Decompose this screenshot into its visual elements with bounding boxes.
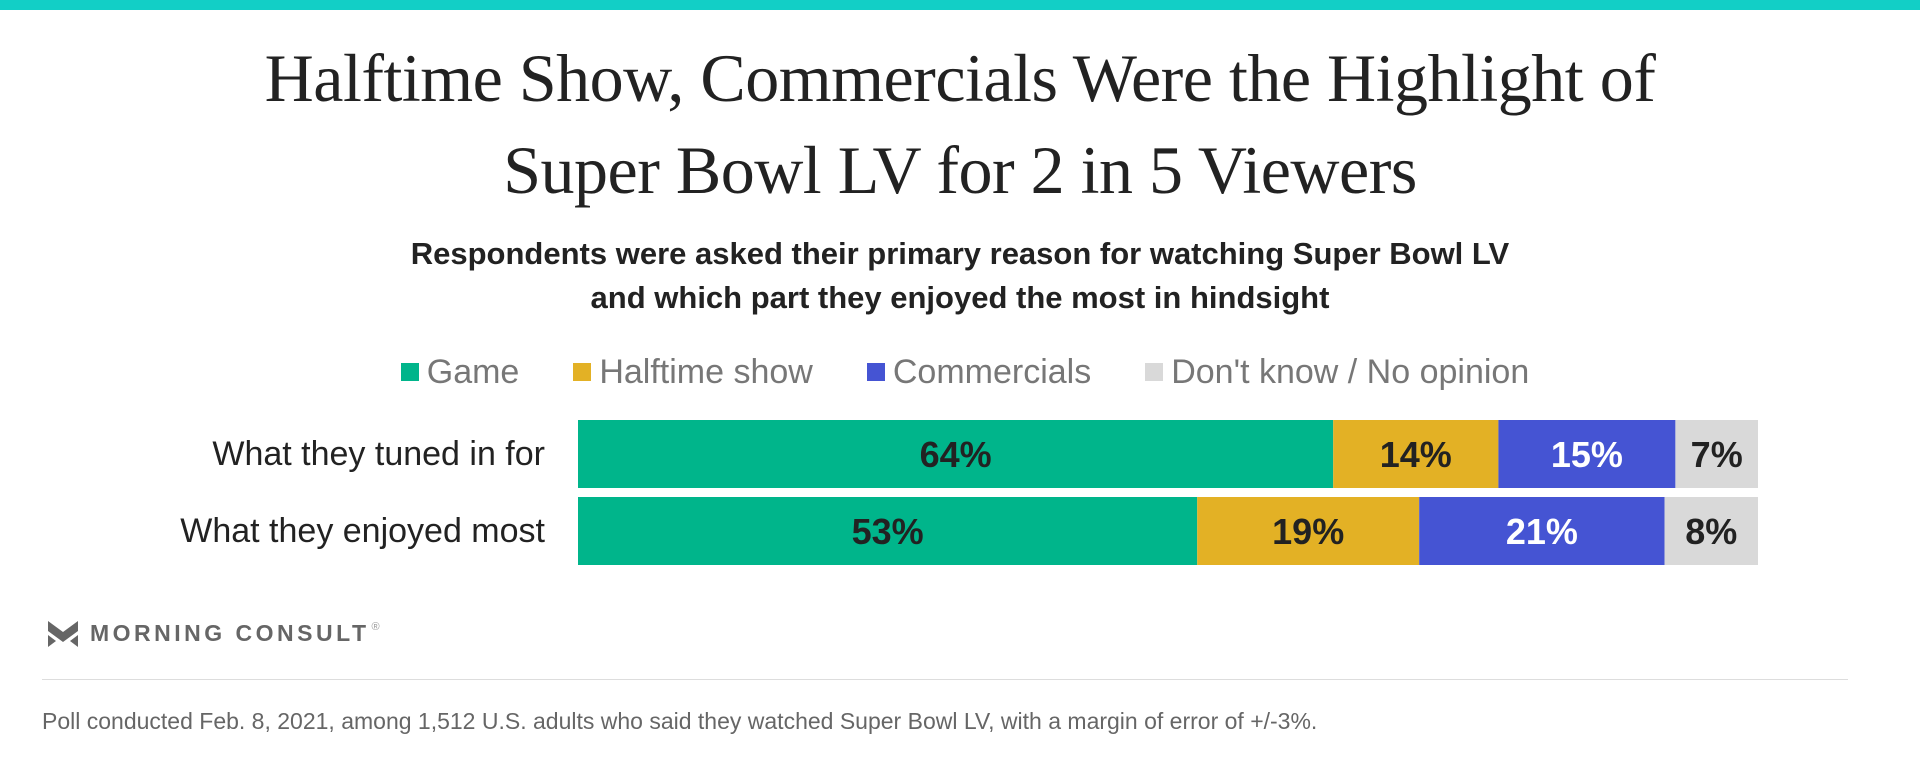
bar-enjoyed-dont-know [1664, 497, 1758, 565]
top-accent-bar [0, 0, 1920, 10]
subtitle-line-2: and which part they enjoyed the most in … [590, 280, 1330, 315]
bar-label-enjoyed-game: 53% [852, 511, 924, 552]
bar-label-enjoyed-dont-know: 8% [1685, 511, 1737, 552]
logo-text: MORNING CONSULT [90, 620, 370, 646]
bar-label-tuned-in-dont-know: 7% [1691, 434, 1743, 475]
legend-swatch-game [400, 363, 419, 381]
bar-enjoyed-commercials [1419, 497, 1665, 565]
legend-label-dont-know: Don't know / No opinion [1171, 352, 1530, 391]
bar-tuned-in-halftime [1333, 420, 1499, 488]
legend-swatch-commercials [866, 363, 885, 381]
bar-label-tuned-in-game: 64% [920, 434, 992, 475]
bar-tuned-in-game [578, 420, 1334, 488]
legend-item-dont-know: Don't know / No opinion [1145, 353, 1529, 392]
morning-consult-logo-icon [48, 620, 78, 647]
bar-label-enjoyed-commercials: 21% [1506, 511, 1578, 552]
legend-label-game: Game [426, 352, 520, 391]
legend-item-commercials: Commercials [866, 352, 1092, 392]
footer-divider [42, 679, 1848, 680]
legend-swatch-dont-know [1145, 363, 1164, 381]
title-line-2: Super Bowl LV for 2 in 5 Viewers [503, 132, 1417, 208]
bar-label-tuned-in-halftime: 14% [1380, 434, 1452, 475]
legend-label-halftime: Halftime show [599, 352, 813, 391]
morning-consult-logo: MORNING CONSULT ® [48, 620, 380, 647]
bar-tuned-in-dont-know [1675, 420, 1758, 488]
chart-title: Halftime Show, Commercials Were the High… [0, 32, 1920, 216]
category-label-enjoyed: What they enjoyed most [180, 512, 545, 550]
category-label-tuned-in: What they tuned in for [212, 435, 545, 473]
legend-swatch-halftime [573, 363, 592, 381]
bar-label-tuned-in-commercials: 15% [1551, 434, 1623, 475]
title-line-1: Halftime Show, Commercials Were the High… [264, 40, 1656, 116]
subtitle-line-1: Respondents were asked their primary rea… [410, 236, 1510, 271]
legend: Game Halftime show Commercials Don't kno… [0, 350, 1920, 394]
chart-subtitle: Respondents were asked their primary rea… [0, 232, 1920, 320]
legend-label-commercials: Commercials [892, 352, 1092, 391]
bar-enjoyed-game [578, 497, 1198, 565]
footnote: Poll conducted Feb. 8, 2021, among 1,512… [42, 708, 1318, 734]
logo-registered-mark: ® [371, 620, 380, 633]
legend-item-game: Game [400, 352, 520, 392]
bar-label-enjoyed-halftime: 19% [1272, 511, 1344, 552]
bar-tuned-in-commercials [1498, 420, 1676, 488]
legend-item-halftime: Halftime show [573, 353, 813, 392]
bar-enjoyed-halftime [1197, 497, 1420, 565]
